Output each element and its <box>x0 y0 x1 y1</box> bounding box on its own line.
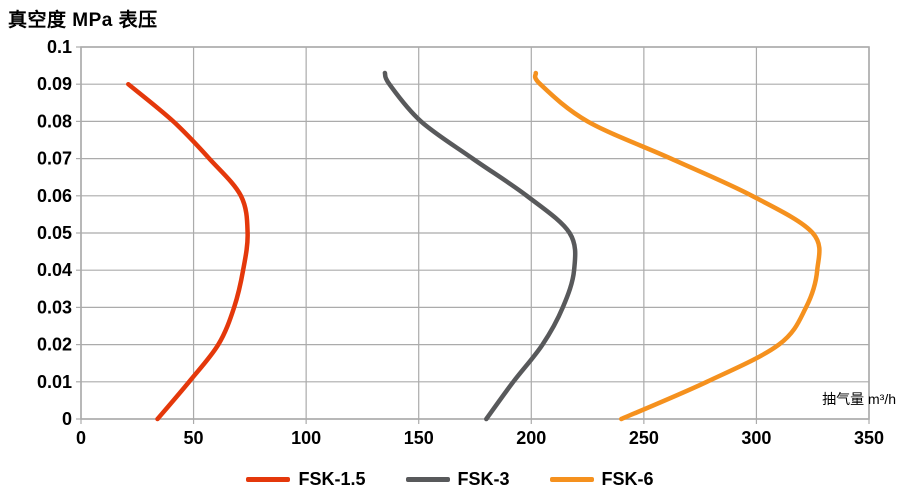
legend-label-fsk-6: FSK-6 <box>601 469 654 489</box>
svg-text:250: 250 <box>629 428 659 448</box>
svg-text:150: 150 <box>404 428 434 448</box>
legend-item-fsk-1-5: FSK-1.5 <box>246 469 366 490</box>
svg-text:0.04: 0.04 <box>37 260 72 280</box>
svg-text:0.09: 0.09 <box>37 74 72 94</box>
svg-text:0.07: 0.07 <box>37 149 72 169</box>
svg-text:300: 300 <box>741 428 771 448</box>
legend-label-fsk-3: FSK-3 <box>457 469 510 489</box>
x-axis-unit-label: 抽气量 m³/h <box>822 391 896 407</box>
svg-text:0.08: 0.08 <box>37 111 72 131</box>
legend-item-fsk-3: FSK-3 <box>405 469 510 490</box>
svg-text:0: 0 <box>76 428 86 448</box>
legend-swatch-fsk-3 <box>405 477 450 482</box>
svg-text:0.03: 0.03 <box>37 297 72 317</box>
svg-text:0.01: 0.01 <box>37 372 72 392</box>
svg-text:0.06: 0.06 <box>37 186 72 206</box>
svg-text:350: 350 <box>854 428 884 448</box>
svg-text:0: 0 <box>62 409 72 429</box>
svg-text:200: 200 <box>516 428 546 448</box>
svg-text:50: 50 <box>184 428 204 448</box>
legend: FSK-1.5 FSK-3 FSK-6 <box>0 469 900 490</box>
legend-item-fsk-6: FSK-6 <box>549 469 654 490</box>
svg-text:0.1: 0.1 <box>47 37 72 57</box>
svg-text:0.02: 0.02 <box>37 335 72 355</box>
chart-plot-area: 0 50 100 150 200 250 300 350 0 0.01 0.02 0.03 0.04 0.… <box>37 37 884 448</box>
chart-title: 真空度 MPa 表压 <box>8 10 158 31</box>
legend-swatch-fsk-6 <box>549 477 594 482</box>
svg-text:0.05: 0.05 <box>37 223 72 243</box>
svg-text:100: 100 <box>291 428 321 448</box>
legend-label-fsk-1-5: FSK-1.5 <box>298 469 366 489</box>
legend-swatch-fsk-1-5 <box>246 477 291 482</box>
